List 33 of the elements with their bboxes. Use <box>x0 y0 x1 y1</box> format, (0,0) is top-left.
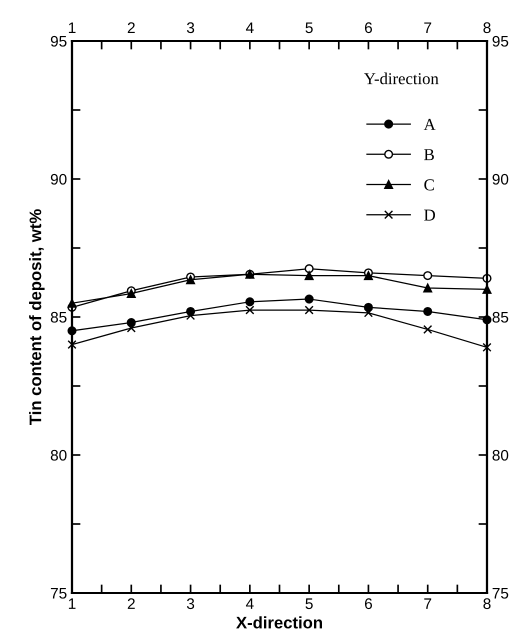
legend-label: B <box>424 149 434 160</box>
y-tick-label: 90 <box>50 174 67 185</box>
y2-tick-label: 90 <box>492 174 508 185</box>
legend-label: C <box>424 179 434 190</box>
y-tick-label: 95 <box>50 36 66 47</box>
y-tick-label: 75 <box>50 588 66 599</box>
y2-tick-label: 80 <box>492 450 508 461</box>
y2-tick-label: 85 <box>492 312 508 323</box>
x2-tick-label: 5 <box>306 22 313 34</box>
x2-tick-label: 4 <box>246 22 254 33</box>
x2-tick-label: 6 <box>364 22 372 34</box>
legend-label: A <box>424 118 436 130</box>
x-tick-label: 2 <box>128 598 135 609</box>
x2-tick-label: 3 <box>186 22 194 34</box>
x2-tick-label: 7 <box>424 22 432 33</box>
x2-tick-label: 8 <box>483 22 491 34</box>
y-axis-title: Tin content of deposit, wt% <box>29 209 45 425</box>
x-tick-label: 8 <box>483 598 491 610</box>
y-tick-label: 80 <box>50 450 67 461</box>
x-tick-label: 3 <box>186 598 194 610</box>
legend-label: D <box>424 210 435 221</box>
y-tick-label: 85 <box>50 312 66 323</box>
x2-tick-label: 1 <box>68 22 76 33</box>
y2-tick-label: 95 <box>492 36 508 47</box>
legend-title: Y-direction <box>364 72 439 84</box>
x-tick-label: 6 <box>364 598 372 610</box>
x-tick-label: 5 <box>306 598 313 610</box>
x-tick-label: 4 <box>246 598 254 609</box>
x-tick-label: 7 <box>424 598 432 609</box>
y2-tick-label: 75 <box>492 588 508 599</box>
x-tick-label: 1 <box>68 598 76 609</box>
x-axis-title: X-direction <box>236 616 322 629</box>
x2-tick-label: 2 <box>128 22 135 33</box>
